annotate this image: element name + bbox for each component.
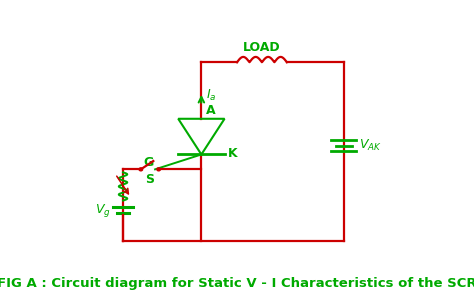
Text: K: K — [228, 147, 237, 160]
Text: $I_a$: $I_a$ — [206, 88, 216, 102]
Text: FIG A : Circuit diagram for Static V - I Characteristics of the SCR: FIG A : Circuit diagram for Static V - I… — [0, 277, 474, 290]
Text: $V_{AK}$: $V_{AK}$ — [359, 138, 382, 153]
Text: A: A — [206, 104, 215, 117]
Circle shape — [139, 168, 143, 171]
Text: G: G — [143, 156, 153, 169]
Text: $V_g$: $V_g$ — [95, 201, 110, 218]
Text: S: S — [145, 173, 154, 186]
Text: LOAD: LOAD — [243, 41, 281, 54]
Circle shape — [157, 168, 160, 171]
